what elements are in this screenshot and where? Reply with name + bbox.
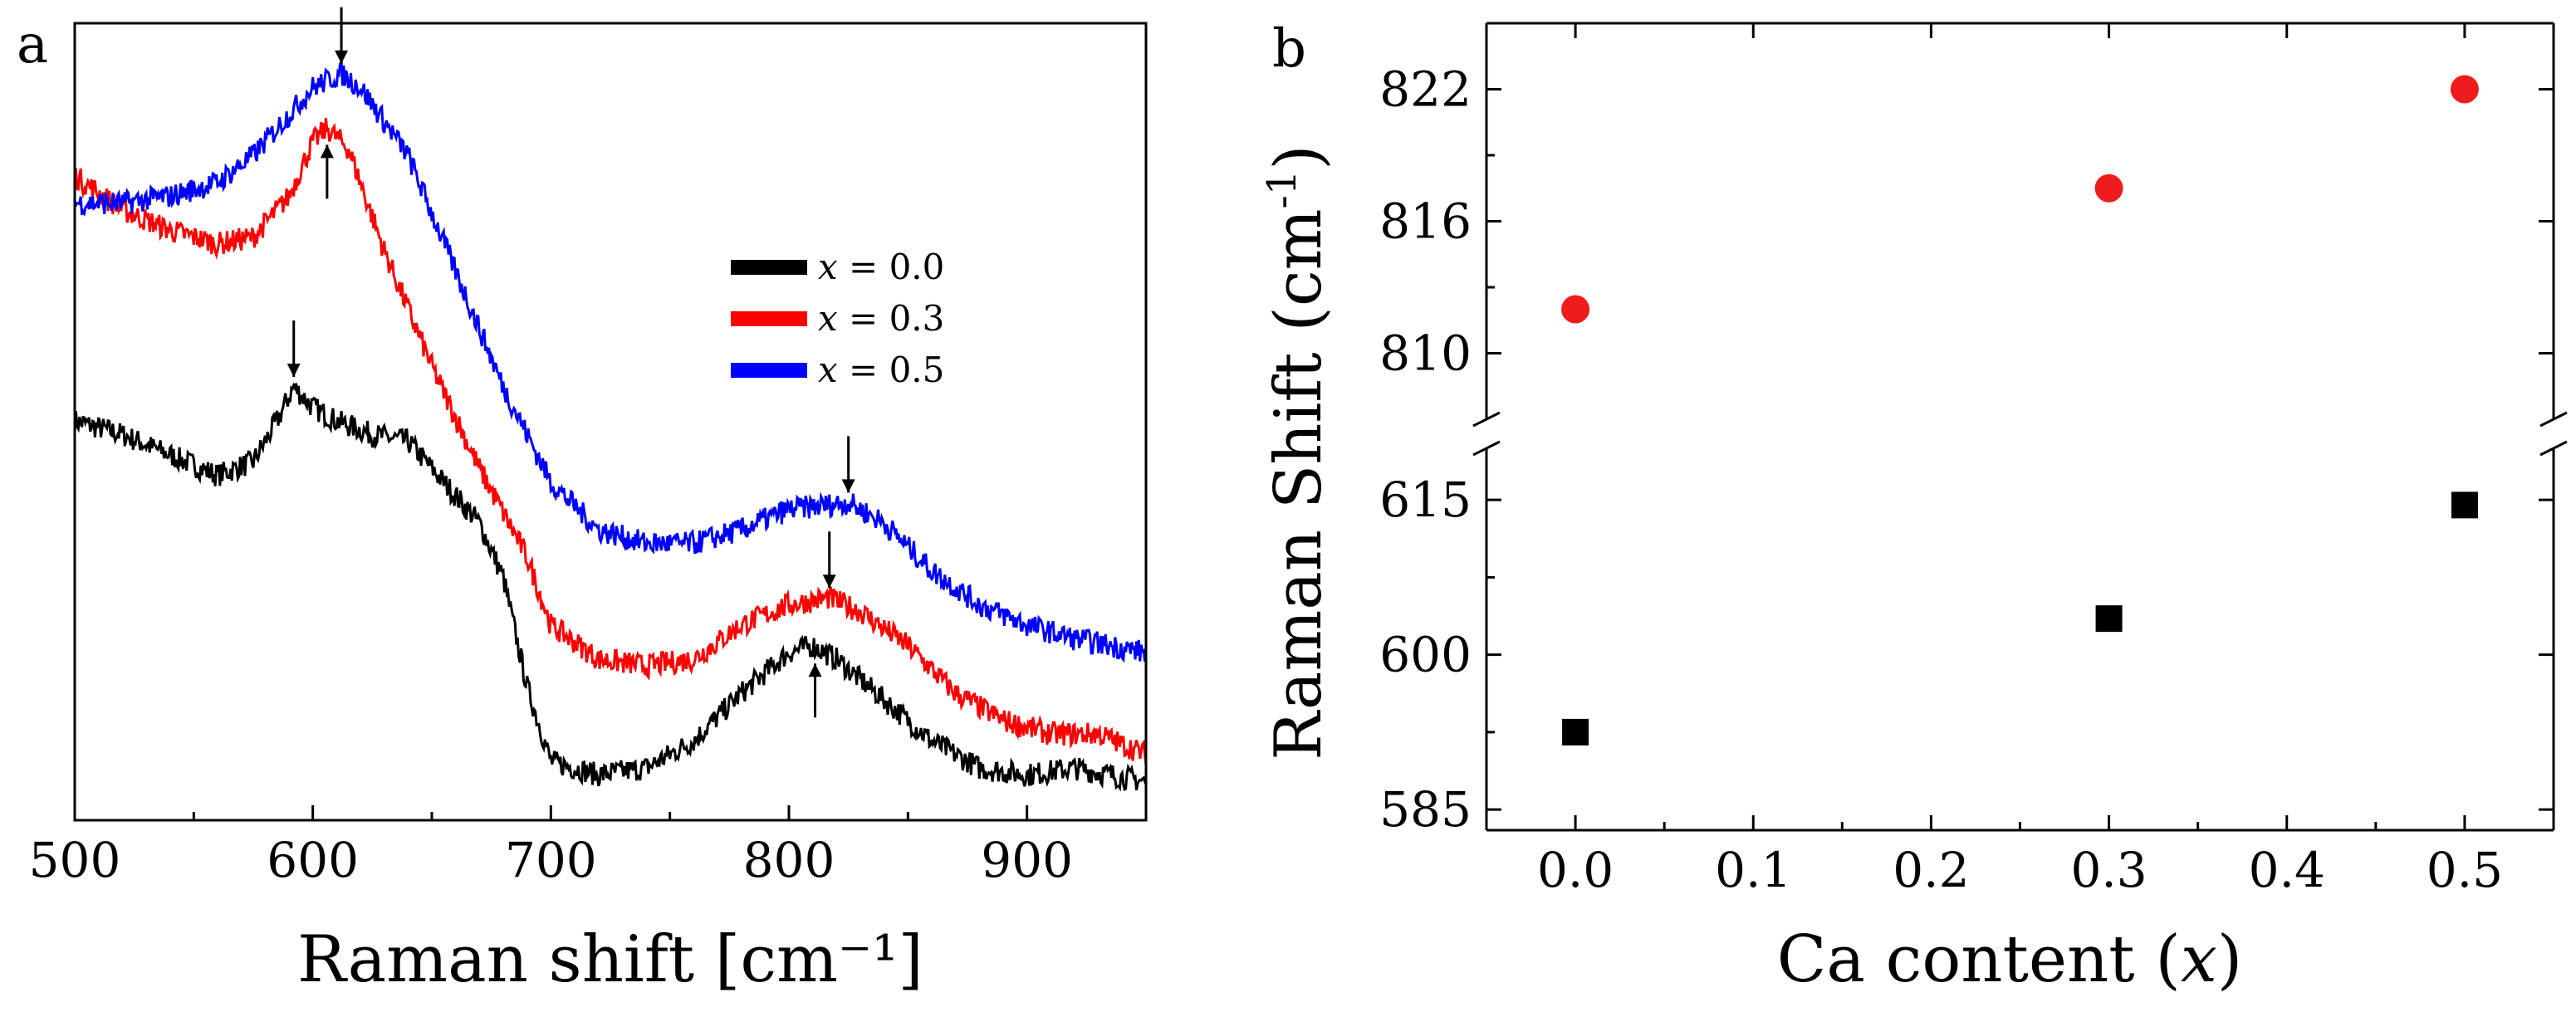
spectrum-line-1 bbox=[73, 117, 1148, 766]
legend-variable: x bbox=[818, 298, 838, 339]
x-tick-label-0.3: 0.3 bbox=[2070, 842, 2147, 898]
data-point-square-1 bbox=[2095, 605, 2123, 633]
x-title-variable: x bbox=[2181, 922, 2217, 997]
x-tick-label-900: 900 bbox=[981, 832, 1073, 888]
legend-label-0: x = 0.0 bbox=[818, 247, 944, 287]
peak-arrow-head-4 bbox=[822, 574, 836, 589]
axis-break-mark-bottom-1 bbox=[2539, 440, 2568, 457]
panel-a-frame bbox=[73, 22, 1148, 822]
y-tick-822-label: 822 bbox=[1379, 61, 1472, 118]
y-tick-816-label: 816 bbox=[1379, 193, 1472, 250]
panel-a-arrows bbox=[286, 7, 855, 718]
spectrum-line-0 bbox=[73, 382, 1148, 792]
x-tick-label-500: 500 bbox=[29, 832, 121, 888]
panel-a-x-axis-title: Raman shift [cm⁻¹] bbox=[297, 922, 923, 997]
peak-arrow-head-1 bbox=[320, 144, 334, 159]
data-point-circle-0 bbox=[1561, 295, 1590, 324]
peak-arrow-head-0 bbox=[335, 50, 349, 64]
x-tick-label-0.1: 0.1 bbox=[1715, 842, 1791, 898]
x-tick-label-0.4: 0.4 bbox=[2249, 842, 2325, 898]
legend-value: = 0.5 bbox=[838, 350, 945, 390]
legend-value: = 0.3 bbox=[838, 298, 945, 339]
peak-arrow-head-2 bbox=[286, 364, 301, 377]
panel-b-x-axis-title: Ca content (x) bbox=[1777, 922, 2243, 997]
data-point-circle-2 bbox=[2450, 75, 2479, 104]
panel-b-letter: b bbox=[1272, 18, 1306, 80]
legend-label-2: x = 0.5 bbox=[818, 350, 944, 390]
legend-value: = 0.0 bbox=[838, 247, 945, 287]
x-tick-label-700: 700 bbox=[505, 832, 597, 888]
legend-swatch-2 bbox=[731, 363, 807, 378]
y-title-close: ) bbox=[1261, 144, 1336, 169]
panel-a-x-ticks: 500 600 700 800 900 bbox=[29, 805, 1073, 888]
y-title-superscript: -1 bbox=[1259, 170, 1305, 209]
legend-swatch-1 bbox=[731, 311, 807, 326]
panel-b-x-ticks: 0.0 0.1 0.2 0.3 0.4 0.5 bbox=[1485, 23, 2555, 898]
y-tick-615-label: 615 bbox=[1379, 472, 1472, 528]
peak-arrow-head-3 bbox=[841, 479, 855, 493]
x-tick-label-0.0: 0.0 bbox=[1537, 842, 1614, 898]
x-title-main: Ca content ( bbox=[1777, 922, 2181, 997]
panel-b-y-axis-title: Raman Shift (cm-1) bbox=[1259, 144, 1336, 760]
legend-variable: x bbox=[818, 247, 838, 287]
x-tick-label-800: 800 bbox=[743, 832, 835, 888]
axis-break-mark-top-1 bbox=[2539, 411, 2568, 428]
data-point-square-0 bbox=[1562, 718, 1589, 746]
legend-variable: x bbox=[818, 350, 838, 390]
legend-swatch-0 bbox=[731, 260, 807, 275]
panel-a-chart: a 500 600 700 800 900 Raman shift [cm⁻¹] x =… bbox=[17, 7, 1148, 997]
x-title-close: ) bbox=[2217, 922, 2242, 997]
panel-a-letter: a bbox=[17, 14, 48, 76]
x-tick-label-0.5: 0.5 bbox=[2427, 842, 2503, 898]
panel-b-chart: b Raman Shift (cm-1) 810816822585600615 … bbox=[1259, 18, 2568, 997]
panel-b-points bbox=[1561, 75, 2479, 746]
panel-b-y-ticks: 810 816 822 585 600 615 bbox=[1379, 61, 2554, 838]
panel-a-legend: x = 0.0x = 0.3x = 0.5 bbox=[731, 247, 944, 390]
legend-label-1: x = 0.3 bbox=[818, 298, 944, 339]
axis-break-mark-top-0 bbox=[1472, 411, 1501, 428]
y-tick-585-label: 585 bbox=[1379, 781, 1472, 838]
data-point-circle-1 bbox=[2094, 174, 2123, 203]
peak-arrow-head-5 bbox=[808, 663, 822, 677]
x-tick-label-600: 600 bbox=[267, 832, 359, 888]
x-tick-label-0.2: 0.2 bbox=[1893, 842, 1969, 898]
panel-a-series-layer bbox=[73, 60, 1148, 792]
y-tick-810-label: 810 bbox=[1379, 325, 1472, 382]
axis-break-mark-bottom-0 bbox=[1472, 440, 1501, 457]
data-point-square-2 bbox=[2451, 491, 2478, 519]
panel-b-frame bbox=[1472, 22, 2568, 832]
y-tick-600-label: 600 bbox=[1379, 627, 1472, 683]
spectrum-line-2 bbox=[73, 60, 1148, 663]
y-title-main: Raman Shift (cm bbox=[1261, 208, 1336, 760]
